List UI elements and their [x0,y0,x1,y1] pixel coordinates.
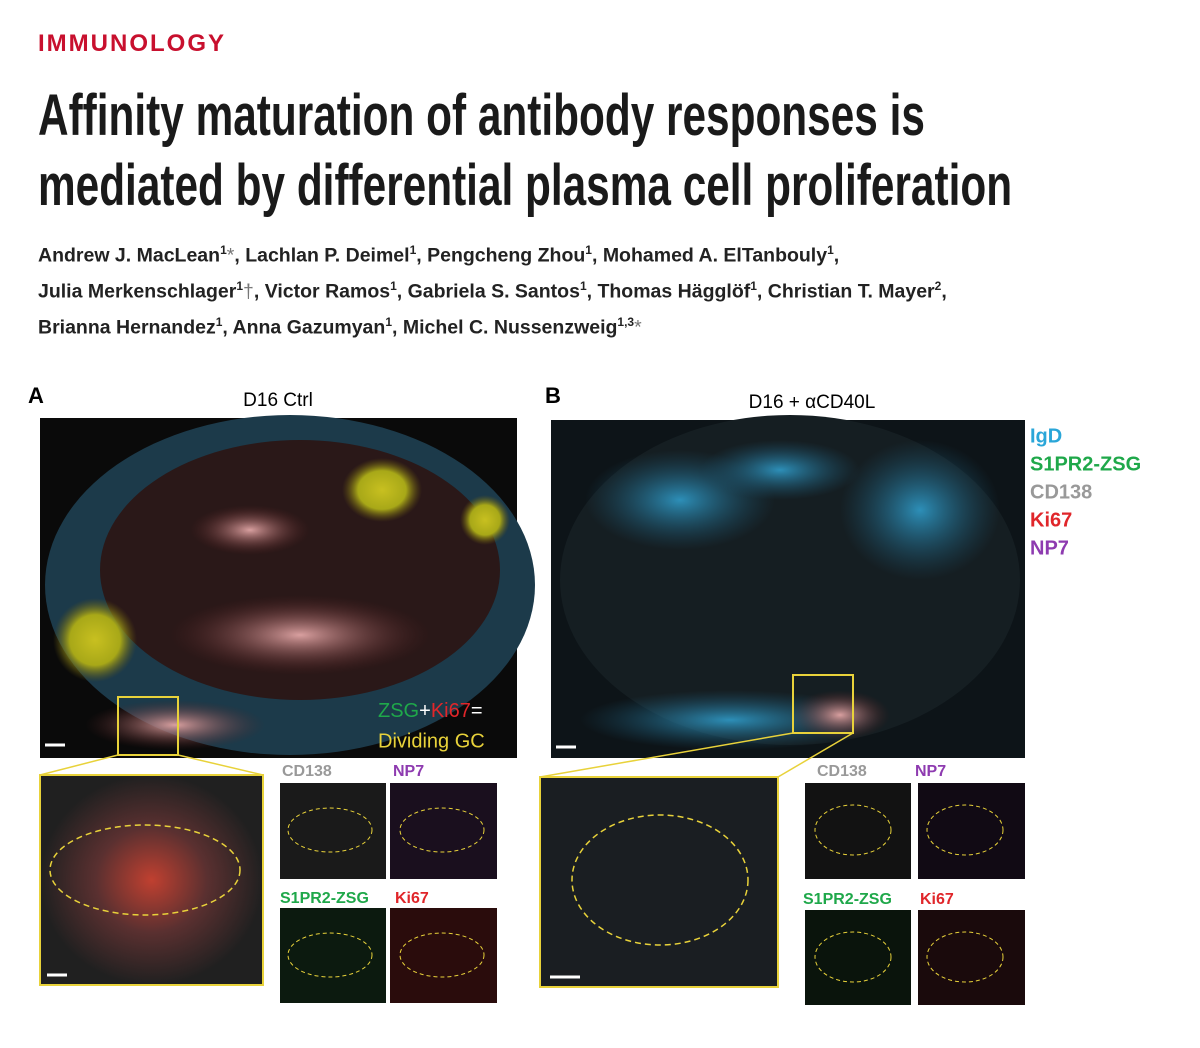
channel-label: CD138 [817,763,867,780]
separator: , [756,280,763,303]
channel-label: Ki67 [395,890,429,907]
channel-label: NP7 [915,763,946,780]
authors: Andrew J. MacLean1*, Lachlan P. Deimel1,… [38,243,947,351]
section-label: IMMUNOLOGY [38,30,226,57]
author-mark: † [243,280,254,303]
overlay-part: Ki67 [431,700,471,722]
image-panel-a [39,415,535,776]
overlay-formula: ZSG+Ki67= [378,700,483,722]
author-name: Christian T. Mayer [767,280,935,303]
separator: , [941,280,947,303]
affiliation: 2 [934,279,942,293]
affiliation: 1 [385,315,393,329]
panel-label: A [28,383,44,408]
channel-label: S1PR2-ZSG [280,890,369,907]
image-panel-b [539,415,1025,778]
author-name: Brianna Hernandez [38,316,216,339]
separator: , [222,316,228,339]
affiliation: 1,3 [617,315,635,329]
separator: , [396,280,403,303]
separator: , [253,280,260,303]
separator: , [234,244,240,267]
author-line: Julia Merkenschlager1†, Victor Ramos1, G… [38,279,947,315]
affiliation: 1 [827,243,834,257]
author-name: Mohamed A. ElTanbouly [602,244,828,267]
author-line: Andrew J. MacLean1*, Lachlan P. Deimel1,… [38,243,947,279]
affiliation: 1 [585,243,592,257]
channel-label: NP7 [393,763,424,780]
affiliation: 1 [220,243,227,257]
overlay-part: + [419,700,431,722]
author-name: Lachlan P. Deimel [245,244,410,267]
inset-b [539,776,1025,1005]
separator: , [392,316,398,339]
author-name: Thomas Hägglöf [597,280,751,303]
affiliation: 1 [409,243,417,257]
affiliation: 1 [236,279,244,293]
legend-entry: CD138 [1030,481,1092,503]
author-mark: * [226,244,235,267]
panel-title: D16 + αCD40L [749,392,876,413]
legend-entry: NP7 [1030,537,1069,559]
author-line: Brianna Hernandez1, Anna Gazumyan1, Mich… [38,315,947,351]
panel-label: B [545,383,561,408]
overlay-result: Dividing GC [378,730,485,752]
separator: , [416,244,422,267]
inset-a [39,774,497,1003]
author-name: Anna Gazumyan [232,316,386,339]
panel-title: D16 Ctrl [243,390,313,411]
overlay-part: ZSG [378,700,419,722]
separator: , [591,244,598,267]
affiliation: 1 [579,279,587,293]
author-name: Victor Ramos [264,280,391,303]
author-name: Andrew J. MacLean [38,244,221,267]
channel-label: S1PR2-ZSG [803,891,892,908]
author-name: Michel C. Nussenzweig [402,316,618,339]
legend-entry: Ki67 [1030,509,1072,531]
author-name: Pengcheng Zhou [427,244,586,267]
author-name: Gabriela S. Santos [407,280,580,303]
overlay-part: = [471,700,483,722]
title-line: mediated by differential plasma cell pro… [38,153,1013,218]
author-mark: * [634,316,642,339]
channel-label: Ki67 [920,891,954,908]
title-line: Affinity maturation of antibody response… [38,83,925,148]
legend-entry: S1PR2-ZSG [1030,453,1141,475]
affiliation: 1 [215,315,223,329]
separator: , [833,244,840,267]
channel-label: CD138 [282,763,332,780]
author-name: Julia Merkenschlager [38,280,237,303]
separator: , [586,280,593,303]
affiliation: 1 [750,279,757,293]
legend-entry: IgD [1030,425,1062,447]
affiliation: 1 [390,279,397,293]
